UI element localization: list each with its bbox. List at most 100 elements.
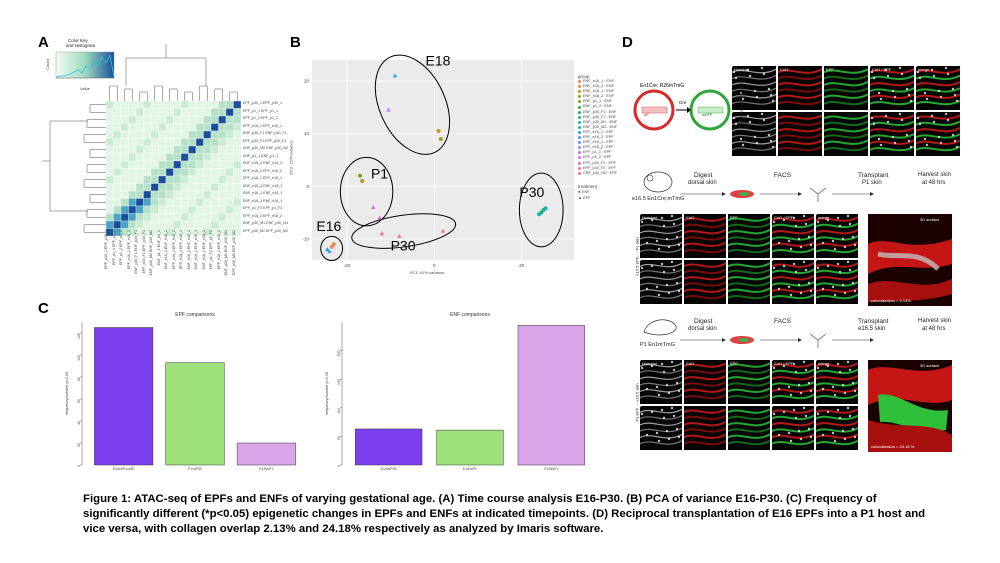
heatmap-cell [120, 183, 129, 192]
heatmap-cell [233, 138, 242, 147]
heatmap-cell [120, 123, 129, 132]
coloc-1: colocalization = 2.13% [871, 298, 911, 303]
heatmap-cell [188, 175, 197, 184]
heatmap-cell [180, 183, 189, 192]
transplant-micrograph [728, 406, 770, 450]
heatmap-cell [218, 145, 227, 154]
heatmap-cell [203, 205, 212, 214]
pca-point [397, 233, 402, 238]
heatmap-cell [173, 175, 182, 184]
legend-entry-label: EPF_e16_2 : EPF [583, 135, 614, 140]
heatmap-cell [158, 138, 167, 147]
heatmap-cell [158, 220, 167, 229]
heatmap-cell [143, 190, 152, 199]
enf-bar-chart: ENF comparisons frequency/number p<0.05 0 5… [325, 312, 585, 471]
heatmap-cell [128, 213, 137, 222]
heatmap-cell [188, 153, 197, 162]
heatmap-col-label: ENF_p1_1 ENF_p1_1 [156, 230, 161, 266]
channel-label: EPF [730, 361, 738, 366]
bar-category-label: E16vsP1vs30 [113, 467, 134, 471]
heatmap-col-label: EPF_e18_2 EPF_e18_2 [216, 230, 221, 269]
pca-legend-entry: ENF_p1_2 : ENF [578, 104, 617, 109]
heatmap-cell [158, 153, 167, 162]
heatmap-cell [105, 220, 114, 229]
bar [517, 325, 585, 466]
pca-legend-entry: ENF_p30_M1 : ENF [578, 120, 617, 125]
pca-point [386, 107, 391, 112]
pca-shape-legend-title: treatment [578, 183, 598, 189]
pca-legend-entry: ENF_p30_M2 : ENF [578, 125, 617, 130]
color-key-histogram [55, 51, 115, 79]
heatmap-cell [158, 160, 167, 169]
transplant-micrograph [640, 406, 682, 450]
heatmap-cell [150, 108, 159, 117]
heatmap-cell [105, 145, 114, 154]
channel-label: EPF [826, 67, 834, 72]
heatmap-cell [158, 205, 167, 214]
heatmap-cell [143, 123, 152, 132]
heatmap-cell [105, 198, 114, 207]
heatmap-cell [150, 205, 159, 214]
heatmap-cell [158, 145, 167, 154]
legend-entry-label: ENF_e16_2 : ENF [583, 84, 615, 89]
bar-y-tick: 40 [77, 421, 81, 425]
heatmap-cell [218, 168, 227, 177]
pca-point [537, 212, 542, 217]
heatmap-cell [210, 213, 219, 222]
heatmap-cell [188, 205, 197, 214]
heatmap-cell [135, 160, 144, 169]
heatmap-cell [120, 115, 129, 124]
pca-legend-entry: EPF_p30_F1 : EPF [578, 161, 617, 166]
transplant-micrograph: merge [816, 214, 858, 258]
row1-side-label: Adult En1Cre; R26mTmG [738, 79, 744, 126]
heatmap-cell [150, 123, 159, 132]
heatmap-cell [195, 198, 204, 207]
heatmap-cell [225, 153, 234, 162]
heatmap-cell [113, 108, 122, 117]
pca-point [331, 242, 336, 247]
transplant-micrograph: merge [816, 360, 858, 404]
channel-label: Col1 [686, 215, 695, 220]
heatmap-cell [113, 115, 122, 124]
heatmap-cell [135, 168, 144, 177]
heatmap-cell [113, 138, 122, 147]
heatmap-cell [173, 220, 182, 229]
pca-y-tick: -10 [302, 236, 309, 241]
legend-swatch [578, 95, 581, 99]
heatmap-cell [188, 183, 197, 192]
pca-legend-entry: EPF_e18_2 : EPF [578, 145, 617, 150]
heatmap-cell [218, 115, 227, 124]
heatmap-cell [188, 108, 197, 117]
heatmap-col-label: EPF_p30_1 EPF_p30_1 [104, 230, 108, 269]
heatmap-cell [165, 213, 174, 222]
pca-legend-entry: EPF_e16_1 : EPF [578, 130, 617, 135]
pca-cluster-ellipse [374, 54, 451, 155]
heatmap-cell [128, 190, 137, 199]
heatmap-cell [135, 183, 144, 192]
heatmap-row-label: ENF_e16_1 ENF_e16_1 [243, 191, 283, 195]
heatmap-row-label: ENF_p30_M1 ENF_p30_M1 [243, 221, 289, 225]
heatmap-cell [105, 183, 114, 192]
heatmap-cell [158, 190, 167, 199]
pca-x-tick: 0 [433, 263, 436, 268]
heatmap-cell [210, 123, 219, 132]
legend-entry-label: EPF_p1_2 : EPF [583, 155, 612, 160]
heatmap-cell [180, 205, 189, 214]
heatmap-cell [188, 213, 197, 222]
flow1-digest-sub: dorsal skin [688, 180, 717, 186]
panel-letter-b: B [290, 34, 301, 51]
flow1-transplant-sub: P1 skin [862, 180, 882, 186]
flow1-arrows [680, 188, 874, 202]
transplant-micrograph: Col1 [684, 360, 726, 404]
transplant-micrograph: Hoechst [640, 214, 682, 258]
heatmap-cell [113, 205, 122, 214]
heatmap-cell [195, 123, 204, 132]
pca-cluster-ellipse [518, 172, 564, 248]
heatmap-cell [165, 198, 174, 207]
heatmap-cell [165, 100, 174, 109]
heatmap-cell [113, 145, 122, 154]
heatmap-cell [143, 130, 152, 139]
heatmap-cell [113, 100, 122, 109]
heatmap-cell [173, 160, 182, 169]
heatmap-cell [128, 198, 137, 207]
